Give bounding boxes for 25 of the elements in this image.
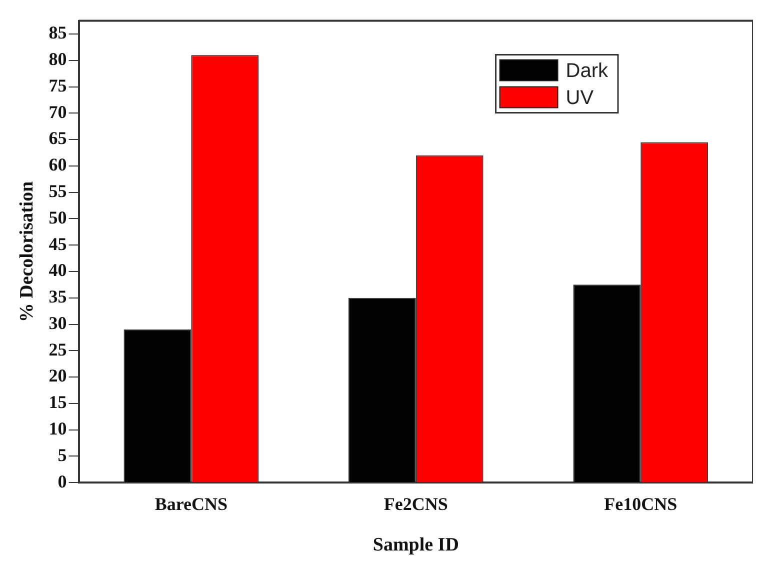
y-tick-label: 60 (48, 154, 67, 175)
y-tick-label: 15 (48, 392, 67, 412)
x-tick-label: Fe2CNS (384, 494, 448, 514)
y-tick-label: 0 (58, 471, 67, 492)
y-tick-label: 70 (48, 102, 67, 122)
y-tick-label: 20 (48, 366, 67, 386)
y-tick-label: 5 (58, 444, 67, 465)
y-tick-label: 65 (48, 128, 67, 148)
y-tick-label: 75 (48, 75, 67, 96)
x-axis-title: Sample ID (372, 534, 459, 556)
y-tick-label: 50 (48, 207, 67, 228)
y-tick-label: 80 (48, 49, 67, 70)
y-tick-label: 10 (48, 418, 67, 438)
y-tick-label: 40 (48, 260, 67, 280)
legend-label: UV (566, 86, 594, 109)
y-tick-label: 85 (48, 22, 67, 43)
y-tick-label: 55 (48, 180, 67, 201)
x-tick-label: BareCNS (154, 494, 228, 514)
y-tick-label: 35 (48, 286, 67, 307)
x-tick-label: Fe10CNS (604, 494, 678, 514)
y-axis-title: % Decolorisation (16, 180, 38, 322)
y-tick-label: 45 (48, 234, 67, 254)
legend-label: Dark (566, 60, 609, 82)
y-tick-label: 30 (48, 312, 67, 333)
y-tick-label: 25 (48, 339, 67, 360)
